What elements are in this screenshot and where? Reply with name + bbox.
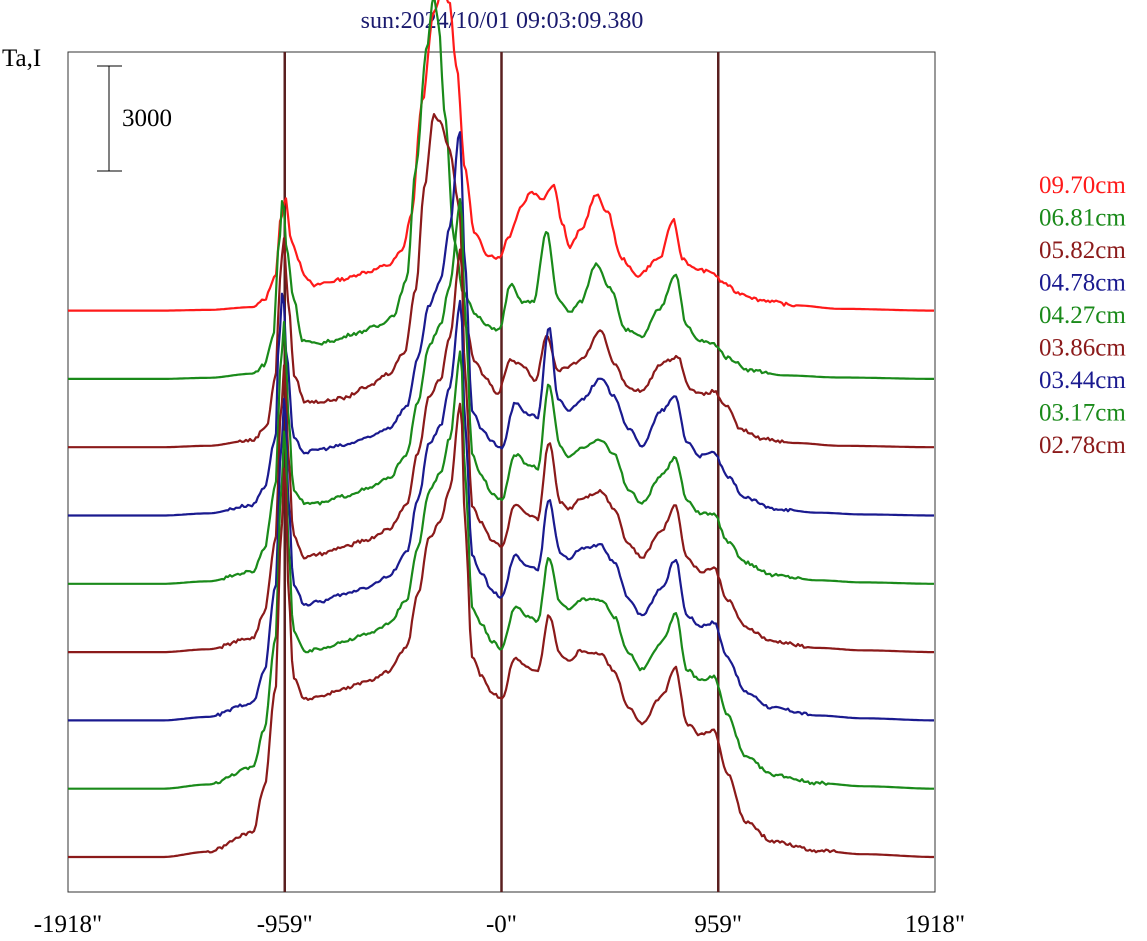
series-line-02.78cm	[68, 402, 934, 859]
series-line-05.82cm	[68, 113, 934, 449]
legend-entry-2: 05.82cm	[1039, 237, 1126, 264]
series-line-03.86cm	[68, 248, 934, 654]
legend-entry-0: 09.70cm	[1039, 172, 1126, 199]
x-tick-labels: -1918" -959" -0" 959" 1918"	[34, 911, 965, 938]
legend: 09.70cm 06.81cm 05.82cm 04.78cm 04.27cm 03.86…	[1039, 172, 1126, 459]
legend-entry-4: 04.27cm	[1039, 302, 1126, 329]
chart-title: sun:2024/10/01 09:03:09.380	[361, 8, 644, 34]
series-line-06.81cm	[68, 0, 934, 380]
vertical-lines	[283, 52, 720, 892]
series-line-04.78cm	[68, 131, 934, 517]
series-line-09.70cm	[68, 0, 934, 312]
x-tick-label-1: -959"	[257, 911, 313, 938]
series-layer	[68, 0, 934, 859]
legend-entry-8: 02.78cm	[1039, 432, 1126, 459]
series-line-03.44cm	[68, 299, 934, 722]
legend-entry-5: 03.86cm	[1039, 335, 1126, 362]
x-tick-label-2: -0"	[486, 911, 517, 938]
scale-bar-label: 3000	[122, 105, 172, 132]
legend-entry-1: 06.81cm	[1039, 205, 1126, 232]
x-tick-label-3: 959"	[694, 911, 742, 938]
scale-bar: 3000	[97, 65, 172, 172]
x-tick-label-0: -1918"	[34, 911, 103, 938]
legend-entry-7: 03.17cm	[1039, 400, 1126, 427]
legend-entry-3: 04.78cm	[1039, 270, 1126, 297]
series-line-04.27cm	[68, 198, 934, 585]
legend-entry-6: 03.44cm	[1039, 367, 1126, 394]
x-tick-label-4: 1918"	[905, 911, 965, 938]
y-axis-label: Ta,I	[2, 45, 41, 72]
series-line-03.17cm	[68, 350, 934, 790]
